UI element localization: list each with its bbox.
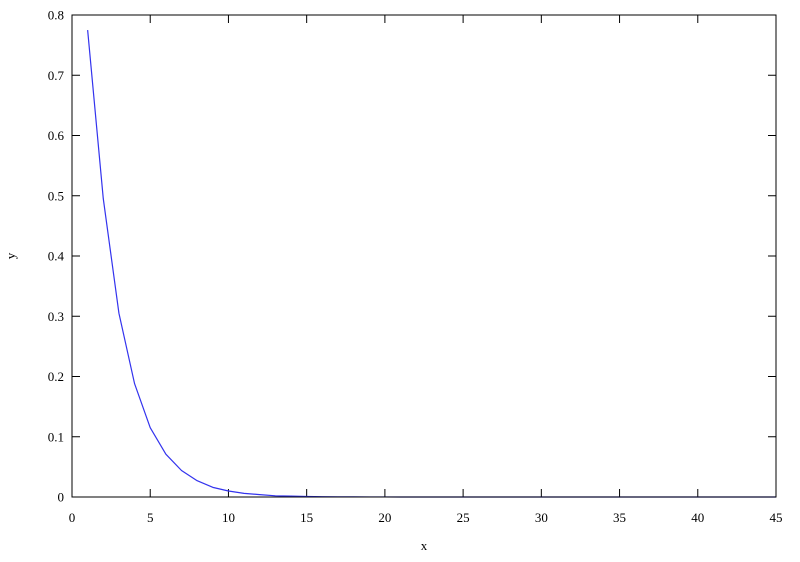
- y-tick-label: 0: [58, 490, 65, 505]
- x-tick-label: 15: [300, 510, 313, 525]
- x-tick-label: 25: [457, 510, 470, 525]
- x-tick-label: 45: [770, 510, 783, 525]
- y-tick-label: 0.2: [48, 369, 64, 384]
- x-tick-label: 5: [147, 510, 154, 525]
- plot-frame: [71, 14, 777, 498]
- x-tick-label: 0: [69, 510, 76, 525]
- y-axis-label: y: [3, 252, 18, 259]
- x-tick-label: 30: [535, 510, 548, 525]
- y-tick-label: 0.6: [48, 128, 65, 143]
- y-tick-label: 0.3: [48, 309, 64, 324]
- series-line-0: [87, 30, 776, 498]
- y-tick-label: 0.4: [48, 249, 65, 264]
- x-tick-label: 10: [222, 510, 235, 525]
- x-tick-label: 35: [613, 510, 626, 525]
- x-tick-label: 40: [691, 510, 704, 525]
- ticks-layer: [71, 14, 777, 498]
- y-tick-label: 0.7: [48, 68, 65, 83]
- x-tick-label: 20: [378, 510, 391, 525]
- series-layer: [87, 30, 776, 498]
- y-tick-label: 0.5: [48, 188, 64, 203]
- y-tick-label: 0.8: [48, 8, 64, 23]
- x-axis-label: x: [421, 538, 428, 553]
- y-tick-label: 0.1: [48, 429, 64, 444]
- tick-label-layer: 0 5 10 15 20 25 30 35 40 45 0 0.1 0.2 0.3 0.4 0.5 0.6 0.7…: [48, 8, 783, 526]
